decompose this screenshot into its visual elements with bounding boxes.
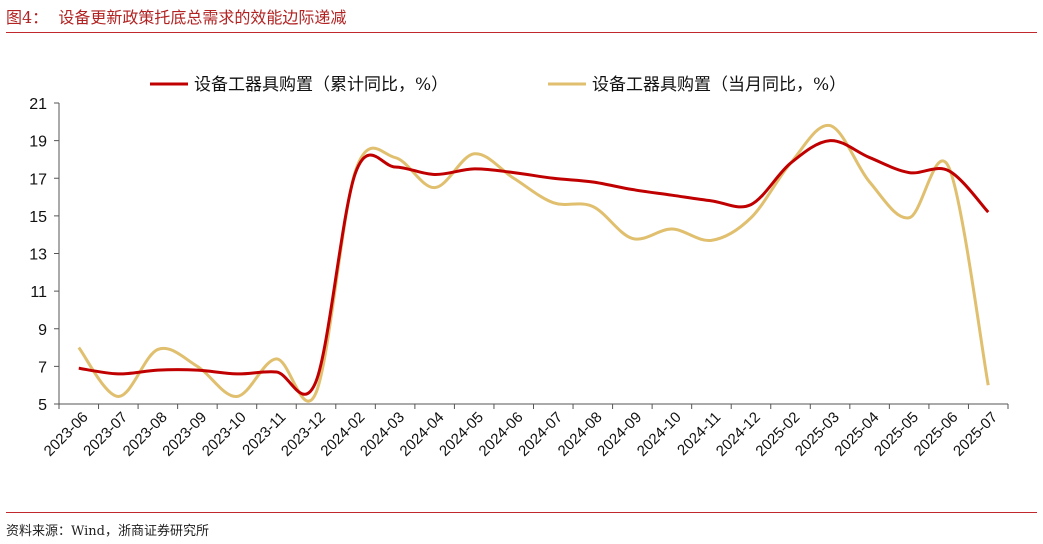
y-tick-label: 13 — [29, 247, 47, 264]
legend-label: 设备工器具购置（当月同比，%） — [592, 75, 846, 95]
y-tick-label: 9 — [38, 322, 47, 339]
legend-label: 设备工器具购置（累计同比，%） — [194, 75, 448, 95]
series-line-cumulative — [78, 139, 990, 396]
y-tick-label: 21 — [29, 96, 47, 113]
series-line-monthly — [77, 124, 990, 403]
source-note: 资料来源：Wind，浙商证券研究所 — [6, 524, 209, 539]
y-tick-label: 7 — [38, 359, 47, 376]
bottom-rule — [6, 512, 1037, 513]
x-tick-label: 2025-07 — [950, 409, 1001, 460]
y-tick-label: 5 — [38, 397, 47, 414]
x-tick-label: 2024-10 — [634, 409, 685, 460]
x-tick-label: 2023-10 — [199, 409, 250, 460]
y-tick-label: 11 — [30, 284, 47, 301]
y-tick-label: 19 — [29, 134, 47, 151]
figure-title: 图4： 设备更新政策托底总需求的效能边际递减 — [6, 8, 347, 27]
top-rule — [6, 32, 1037, 33]
y-tick-label: 15 — [29, 209, 47, 226]
y-tick-label: 17 — [29, 171, 47, 188]
